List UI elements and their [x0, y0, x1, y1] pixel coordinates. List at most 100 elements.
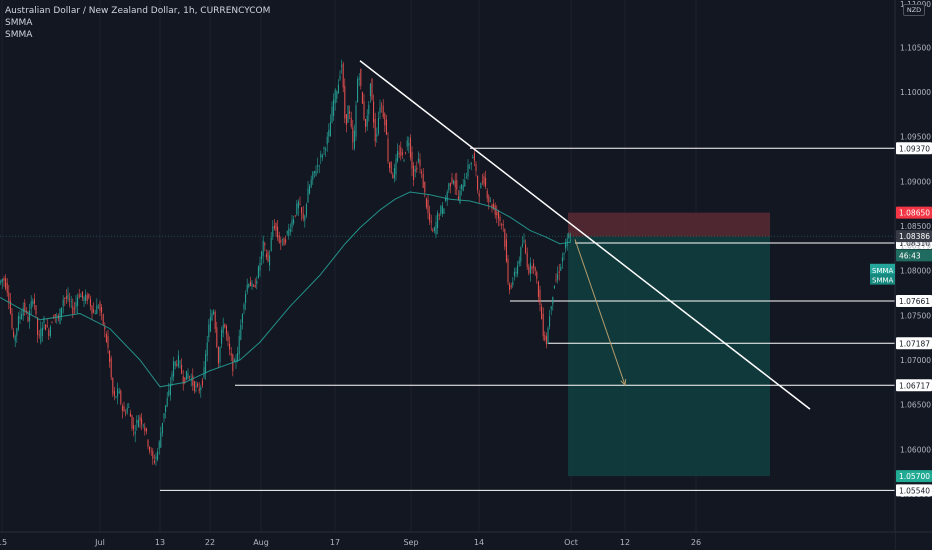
candle-body	[174, 361, 176, 366]
candle-body	[33, 299, 35, 304]
candle-body	[149, 446, 151, 451]
candle	[381, 102, 383, 113]
target-tag-text: 1.05700	[899, 472, 930, 481]
candle	[336, 90, 338, 103]
candle-body	[6, 282, 8, 293]
candle	[227, 330, 229, 347]
candle	[171, 370, 173, 386]
candle	[0, 279, 2, 286]
candle	[531, 265, 533, 274]
candle	[3, 275, 5, 287]
candle-body	[470, 162, 472, 165]
candle-body	[198, 388, 200, 392]
candle-body	[243, 304, 245, 310]
candle-body	[217, 347, 219, 364]
candle-body	[333, 99, 335, 116]
candle-body	[352, 127, 354, 143]
candle-body	[509, 284, 511, 291]
candle	[131, 414, 133, 431]
candle	[456, 172, 458, 196]
candle	[179, 359, 181, 369]
candle	[61, 307, 63, 321]
candle-body	[486, 190, 488, 199]
currency-badge[interactable]: NZD	[903, 4, 925, 16]
candle-body	[365, 119, 367, 128]
candle	[512, 277, 514, 288]
current-price-tag: 1.08386	[896, 230, 932, 243]
smma-line	[0, 191, 571, 388]
candles	[0, 59, 571, 466]
candle-body	[389, 162, 391, 169]
candle-body	[224, 323, 226, 328]
candle	[86, 292, 88, 305]
candle	[89, 295, 91, 311]
candle-body	[496, 211, 498, 216]
level-tag-text: 1.05540	[899, 486, 930, 495]
candle-body	[339, 75, 341, 80]
candle	[129, 409, 131, 417]
candle-body	[398, 152, 400, 155]
candle	[328, 123, 330, 143]
candle-body	[304, 215, 306, 221]
candle-body	[169, 384, 171, 396]
candle-body	[494, 205, 496, 215]
candle	[325, 146, 327, 157]
candle-body	[201, 380, 203, 386]
target-tag: 1.05700	[896, 470, 932, 483]
indicator-smma-1[interactable]: SMMA	[5, 18, 33, 28]
candle	[473, 147, 475, 167]
candle	[110, 355, 112, 381]
candle	[157, 448, 159, 462]
candle	[121, 403, 123, 419]
candle	[563, 252, 565, 261]
stop-loss-tag-text: 1.08650	[899, 209, 930, 218]
level-tag-text: 1.07661	[899, 297, 930, 306]
level-tag: 1.07661	[896, 294, 932, 307]
candle	[307, 181, 309, 203]
smma-tag-text: SMMA	[872, 267, 894, 275]
candle-body	[1, 279, 3, 282]
candle-body	[510, 285, 512, 288]
candle-body	[320, 153, 322, 158]
candle	[326, 132, 328, 152]
candle-body	[465, 176, 467, 178]
candle	[352, 119, 354, 151]
candle-body	[21, 313, 23, 320]
candle	[395, 153, 397, 181]
candle-body	[270, 237, 272, 251]
candle-body	[267, 252, 269, 262]
candle-body	[438, 215, 440, 217]
candle-body	[96, 305, 98, 314]
candle-body	[105, 333, 107, 342]
candle-body	[240, 324, 242, 340]
candle	[43, 315, 45, 330]
candle-body	[475, 163, 477, 171]
candle	[123, 401, 125, 413]
candle-body	[504, 229, 506, 247]
indicator-smma-2[interactable]: SMMA	[5, 30, 33, 40]
candle-body	[441, 205, 443, 214]
candle-body	[177, 355, 179, 367]
candle-body	[381, 105, 383, 106]
candle-body	[520, 247, 522, 262]
candle	[558, 264, 560, 281]
candle	[142, 423, 144, 429]
horizontal-levels	[160, 147, 895, 491]
candle-body	[307, 188, 309, 203]
candle-body	[264, 243, 266, 246]
candle	[109, 350, 111, 368]
candle-body	[353, 130, 355, 149]
candle-body	[485, 178, 487, 187]
candle-body	[179, 361, 181, 363]
candle	[233, 357, 235, 363]
candle-body	[99, 302, 101, 311]
candle-body	[41, 327, 43, 337]
candle	[465, 172, 467, 179]
candle-body	[145, 428, 147, 432]
x-tick-label: 14	[474, 538, 484, 547]
candle-body	[456, 180, 458, 190]
candle	[88, 293, 90, 300]
candle-body	[248, 284, 250, 287]
candle	[174, 360, 176, 370]
